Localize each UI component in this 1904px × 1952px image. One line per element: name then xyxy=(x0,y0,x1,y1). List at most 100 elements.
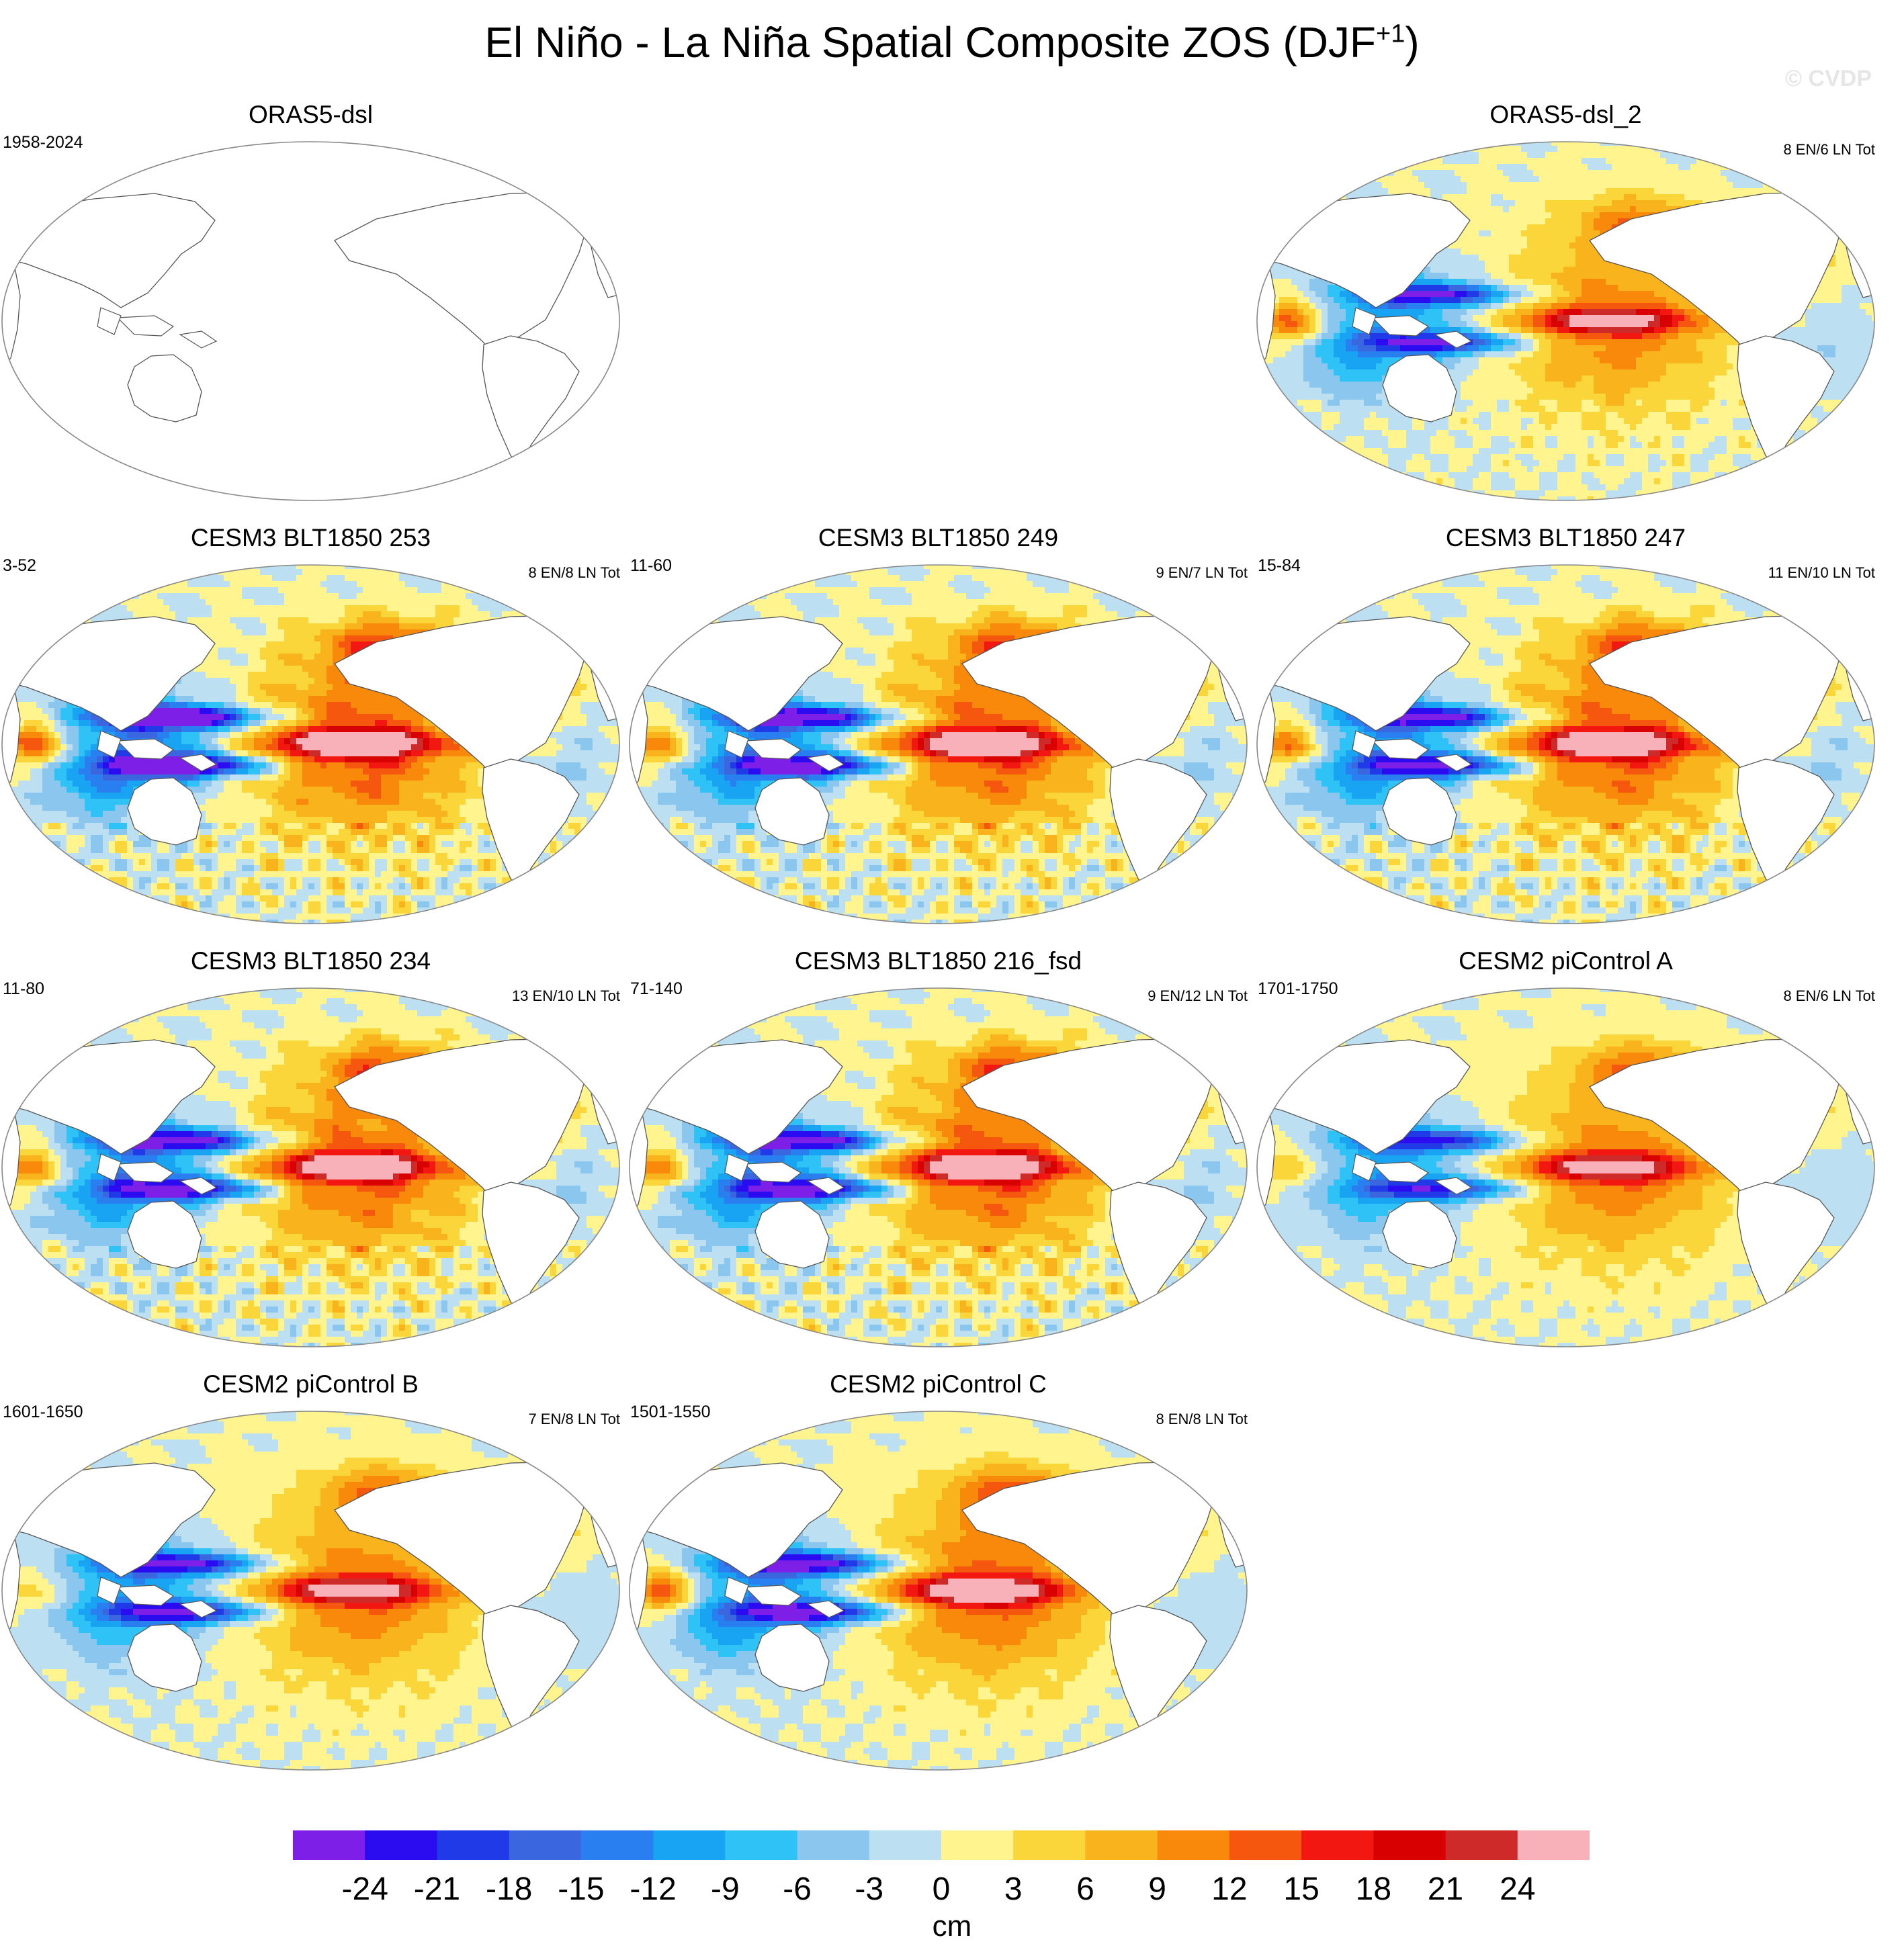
field-cell xyxy=(1448,255,1455,261)
field-cell xyxy=(1630,424,1637,431)
field-cell xyxy=(1273,424,1280,431)
field-cell xyxy=(1715,357,1721,364)
field-cell xyxy=(1799,170,1806,177)
field-cell xyxy=(1582,369,1588,376)
field-cell xyxy=(1582,218,1588,225)
field-cell xyxy=(1418,297,1425,304)
field-cell xyxy=(1412,351,1419,358)
field-cell xyxy=(1400,430,1407,437)
field-cell xyxy=(1848,236,1854,243)
field-cell xyxy=(1533,418,1540,425)
field-cell xyxy=(1727,333,1733,340)
field-cell xyxy=(1866,418,1872,425)
field-cell xyxy=(1557,339,1564,346)
field-cell xyxy=(1364,418,1371,425)
field-cell xyxy=(1702,345,1709,352)
field-cell xyxy=(1860,345,1866,352)
field-cell xyxy=(1273,182,1280,189)
field-cell xyxy=(1285,303,1292,310)
field-cell xyxy=(1872,142,1874,146)
field-cell xyxy=(1654,339,1661,346)
field-cell xyxy=(1678,297,1685,304)
field-cell xyxy=(1322,142,1328,146)
field-cell xyxy=(1515,327,1522,334)
field-cell xyxy=(1515,369,1522,376)
field-cell xyxy=(1346,333,1352,340)
field-cell xyxy=(1509,412,1516,418)
field-cell xyxy=(1684,164,1691,171)
field-cell xyxy=(1672,327,1679,334)
field-cell xyxy=(1715,327,1721,334)
field-cell xyxy=(1594,351,1600,358)
field-cell xyxy=(1775,152,1782,159)
field-cell xyxy=(1455,182,1461,189)
field-cell xyxy=(1860,170,1866,177)
field-cell xyxy=(1805,146,1812,152)
field-cell xyxy=(1370,357,1377,364)
field-cell xyxy=(1606,382,1612,388)
field-cell xyxy=(1569,206,1576,213)
field-cell xyxy=(1257,230,1262,237)
field-cell xyxy=(1257,224,1262,231)
field-cell xyxy=(1545,267,1552,273)
field-cell xyxy=(1563,285,1570,292)
field-cell xyxy=(1727,388,1733,394)
field-cell xyxy=(1600,321,1606,328)
field-cell xyxy=(1805,170,1812,177)
field-cell xyxy=(1829,285,1836,292)
field-cell xyxy=(1696,158,1703,165)
field-cell xyxy=(1829,212,1836,219)
field-cell xyxy=(1829,339,1836,346)
field-cell xyxy=(1485,200,1491,207)
field-cell xyxy=(1491,224,1498,231)
field-cell xyxy=(1842,388,1848,394)
field-cell xyxy=(1273,146,1280,152)
field-cell xyxy=(1346,424,1352,431)
field-cell xyxy=(1835,152,1842,159)
field-cell xyxy=(1340,142,1346,146)
field-cell xyxy=(1473,200,1479,207)
field-cell xyxy=(1515,382,1522,388)
field-cell xyxy=(1654,279,1661,285)
field-cell xyxy=(1527,388,1534,394)
field-cell xyxy=(1545,418,1552,425)
field-cell xyxy=(1702,146,1709,152)
field-cell xyxy=(1848,142,1854,146)
field-cell xyxy=(1479,303,1485,310)
field-cell xyxy=(1503,230,1510,237)
field-cell xyxy=(1485,291,1491,298)
field-cell xyxy=(1866,412,1872,418)
field-cell xyxy=(1455,297,1461,304)
field-cell xyxy=(1394,351,1401,358)
field-cell xyxy=(1461,170,1467,177)
field-cell xyxy=(1860,321,1866,328)
field-cell xyxy=(1491,261,1498,267)
field-cell xyxy=(1448,291,1455,298)
field-cell xyxy=(1491,182,1498,189)
field-cell xyxy=(1370,146,1377,152)
field-cell xyxy=(1261,369,1268,376)
field-cell xyxy=(1763,170,1770,177)
field-cell xyxy=(1751,164,1758,171)
field-cell xyxy=(1533,200,1540,207)
field-cell xyxy=(1273,206,1280,213)
field-cell xyxy=(1545,400,1552,406)
field-cell xyxy=(1461,388,1467,394)
field-cell xyxy=(1322,357,1328,364)
field-cell xyxy=(1733,188,1739,195)
field-cell xyxy=(1672,176,1679,183)
field-cell xyxy=(1648,303,1655,310)
field-cell xyxy=(1303,273,1310,279)
field-cell xyxy=(1854,297,1860,304)
field-cell xyxy=(1678,315,1685,322)
field-cell xyxy=(1600,382,1606,388)
field-cell xyxy=(1672,424,1679,431)
field-cell xyxy=(1636,206,1643,213)
field-cell xyxy=(1600,158,1606,165)
field-cell xyxy=(1273,412,1280,418)
field-cell xyxy=(1563,212,1570,219)
field-cell xyxy=(1594,164,1600,171)
field-cell xyxy=(1473,321,1479,328)
field-cell xyxy=(1430,267,1437,273)
field-cell xyxy=(1569,303,1576,310)
